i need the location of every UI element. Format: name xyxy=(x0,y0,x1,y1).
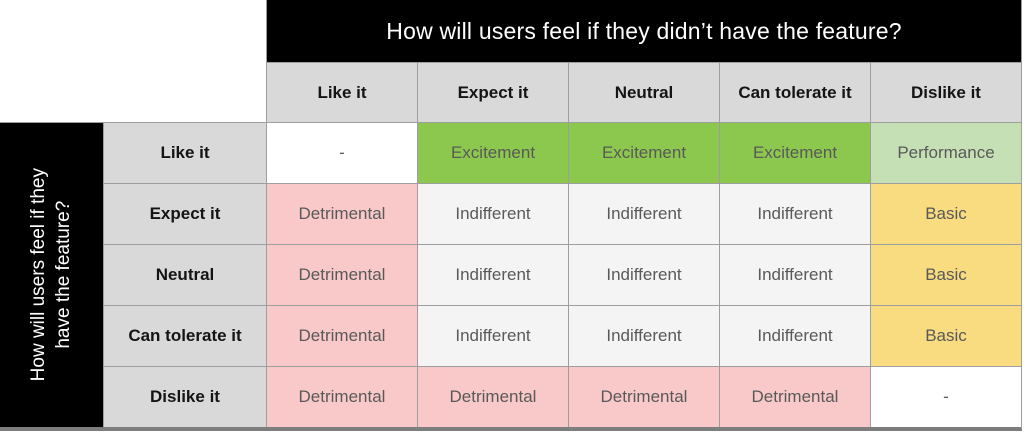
top-axis-header-label: How will users feel if they didn’t have … xyxy=(386,17,902,44)
matrix-cell: Indifferent xyxy=(569,245,719,305)
matrix-cell: Indifferent xyxy=(569,184,719,244)
matrix-cell: Basic xyxy=(871,245,1021,305)
left-axis-header: How will users feel if they have the fea… xyxy=(0,123,103,427)
matrix-cell: Detrimental xyxy=(267,184,417,244)
matrix-cell: Indifferent xyxy=(569,306,719,366)
matrix-cell: Detrimental xyxy=(720,367,870,427)
matrix-cell: Indifferent xyxy=(418,184,568,244)
matrix-cell: Excitement xyxy=(720,123,870,183)
matrix-cell: Detrimental xyxy=(569,367,719,427)
row-header-like-it: Like it xyxy=(104,123,266,183)
left-axis-header-label: How will users feel if they have the fea… xyxy=(27,168,76,381)
matrix-cell: Excitement xyxy=(569,123,719,183)
row-header-can-tolerate-it: Can tolerate it xyxy=(104,306,266,366)
matrix-cell: Detrimental xyxy=(267,245,417,305)
column-header-can-tolerate-it: Can tolerate it xyxy=(720,63,870,122)
empty-corner xyxy=(0,0,266,122)
matrix-cell: Excitement xyxy=(418,123,568,183)
column-header-neutral: Neutral xyxy=(569,63,719,122)
matrix-cell: Indifferent xyxy=(720,306,870,366)
matrix-cell: Indifferent xyxy=(720,184,870,244)
column-header-dislike-it: Dislike it xyxy=(871,63,1021,122)
left-axis-header-line1: How will users feel if they xyxy=(27,168,49,382)
matrix-cell: Detrimental xyxy=(418,367,568,427)
matrix-cell: Basic xyxy=(871,184,1021,244)
matrix-cell: Basic xyxy=(871,306,1021,366)
row-header-dislike-it: Dislike it xyxy=(104,367,266,427)
matrix-cell: Indifferent xyxy=(418,306,568,366)
matrix-cell: Performance xyxy=(871,123,1021,183)
matrix-cell: - xyxy=(871,367,1021,427)
left-axis-header-line2: have the feature? xyxy=(52,201,74,349)
matrix-cell: Indifferent xyxy=(418,245,568,305)
matrix-cell: Detrimental xyxy=(267,367,417,427)
column-header-expect-it: Expect it xyxy=(418,63,568,122)
row-header-expect-it: Expect it xyxy=(104,184,266,244)
matrix-cell: - xyxy=(267,123,417,183)
row-header-neutral: Neutral xyxy=(104,245,266,305)
top-axis-header: How will users feel if they didn’t have … xyxy=(267,0,1021,62)
matrix-cell: Indifferent xyxy=(720,245,870,305)
column-header-like-it: Like it xyxy=(267,63,417,122)
matrix-cell: Detrimental xyxy=(267,306,417,366)
